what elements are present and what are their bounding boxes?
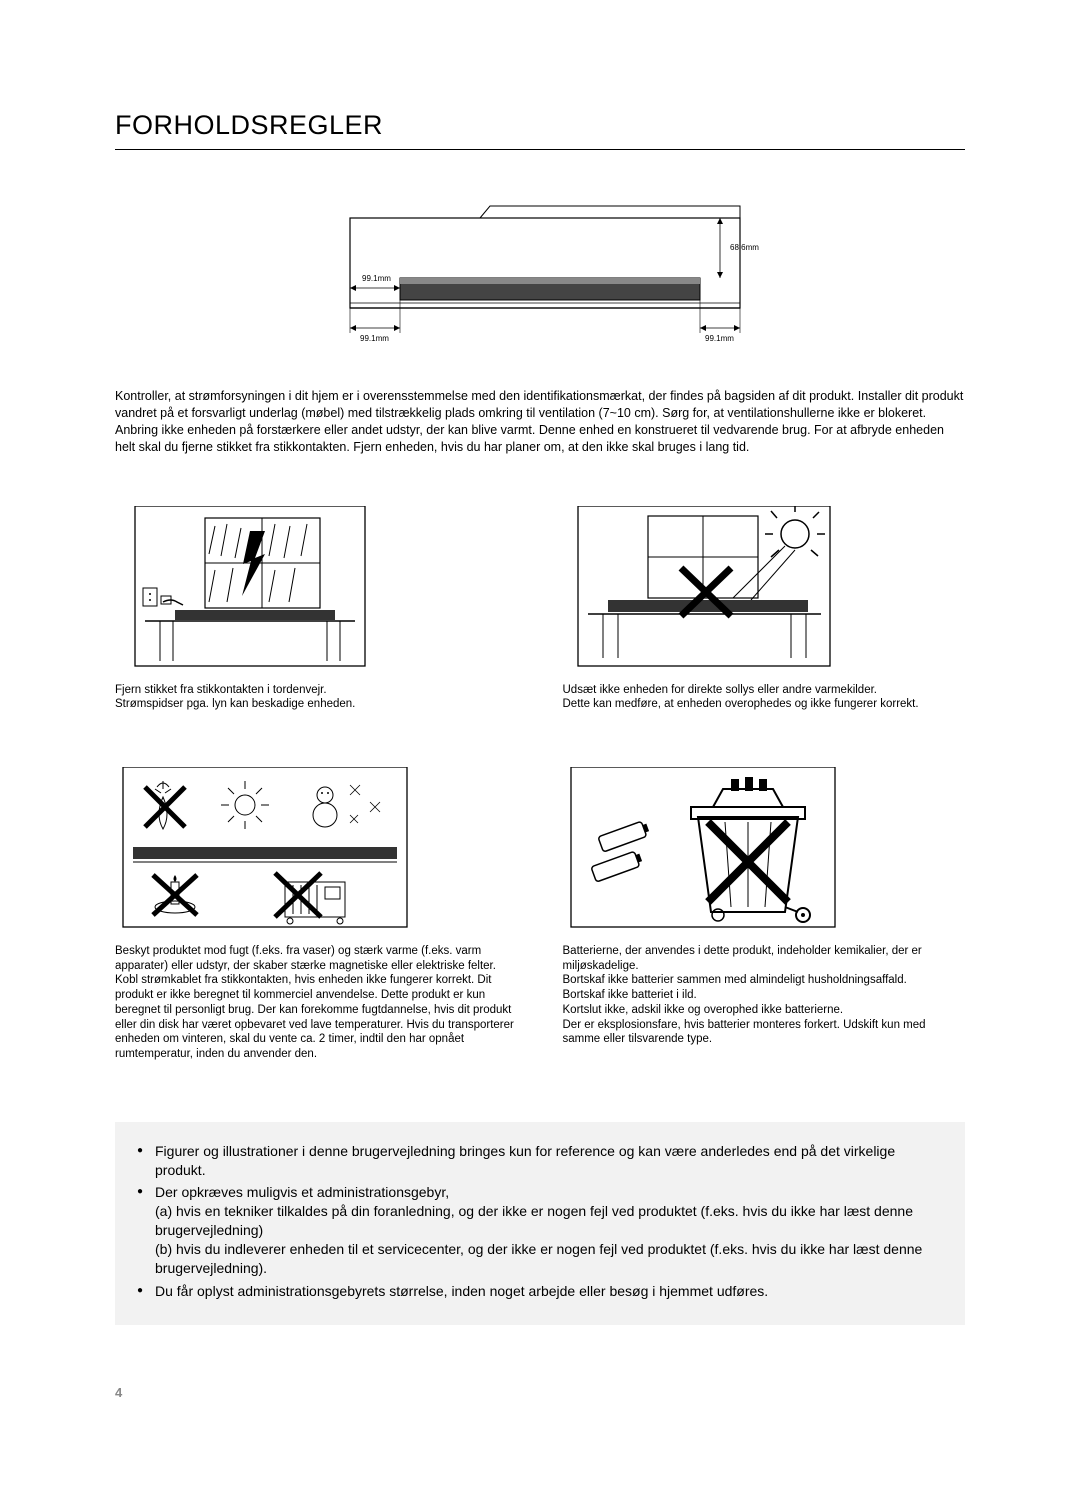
batteries-diagram bbox=[563, 767, 843, 932]
dim-label-b: 99.1mm bbox=[362, 274, 391, 283]
sunlight-diagram bbox=[563, 506, 843, 671]
page-number: 4 bbox=[115, 1385, 122, 1400]
moisture-diagram bbox=[115, 767, 415, 932]
precaution-cell-sunlight: Udsæt ikke enheden for direkte sollys el… bbox=[563, 501, 966, 712]
note-text: Du får oplyst administrationsgebyrets st… bbox=[155, 1283, 768, 1299]
note-item: Figurer og illustrationer i denne bruger… bbox=[137, 1142, 943, 1180]
caption-moisture: Beskyt produktet mod fugt (f.eks. fra va… bbox=[115, 944, 518, 1062]
precaution-cell-moisture: Beskyt produktet mod fugt (f.eks. fra va… bbox=[115, 762, 518, 1062]
page-title: FORHOLDSREGLER bbox=[115, 110, 965, 150]
note-text: Figurer og illustrationer i denne bruger… bbox=[155, 1143, 895, 1178]
clearance-diagram: 68.6mm 99.1mm 99.1mm 99.1mm bbox=[115, 178, 965, 358]
precaution-cell-batteries: Batterierne, der anvendes i dette produk… bbox=[563, 762, 966, 1062]
intro-paragraph: Kontroller, at strømforsyningen i dit hj… bbox=[115, 388, 965, 456]
note-sub-a: (a) hvis en tekniker tilkaldes på din fo… bbox=[155, 1202, 943, 1240]
lightning-diagram bbox=[115, 506, 375, 671]
caption-sunlight: Udsæt ikke enheden for direkte sollys el… bbox=[563, 683, 966, 712]
caption-lightning: Fjern stikket fra stikkontakten i torden… bbox=[115, 683, 518, 712]
note-item: Der opkræves muligvis et administrations… bbox=[137, 1183, 943, 1277]
dim-label-a: 68.6mm bbox=[730, 243, 759, 252]
note-sub-b: (b) hvis du indleverer enheden til et se… bbox=[155, 1240, 943, 1278]
note-item: Du får oplyst administrationsgebyrets st… bbox=[137, 1282, 943, 1301]
dim-label-c: 99.1mm bbox=[360, 334, 389, 343]
dim-label-d: 99.1mm bbox=[705, 334, 734, 343]
caption-batteries: Batterierne, der anvendes i dette produk… bbox=[563, 944, 966, 1047]
precaution-cell-lightning: Fjern stikket fra stikkontakten i torden… bbox=[115, 501, 518, 712]
notes-box: Figurer og illustrationer i denne bruger… bbox=[115, 1122, 965, 1325]
note-text: Der opkræves muligvis et administrations… bbox=[155, 1184, 449, 1200]
